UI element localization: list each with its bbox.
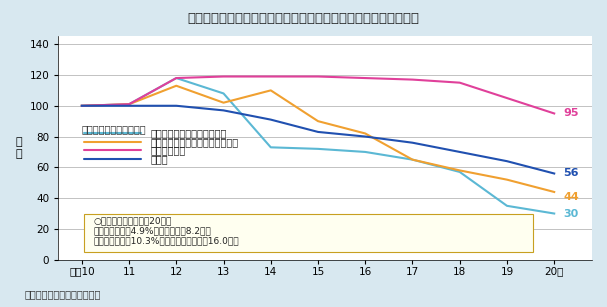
Text: ○死亡事故率の違い（20年）
飲酒運転　　　4.9%（飲酒なしの8.2倍）
最高速度違反　10.3%（法令違反別平均の16.0倍）: ○死亡事故率の違い（20年） 飲酒運転 4.9%（飲酒なしの8.2倍） 最高速度… — [93, 216, 239, 246]
FancyBboxPatch shape — [84, 214, 533, 252]
Text: 95: 95 — [564, 108, 579, 119]
Text: 死者数: 死者数 — [151, 154, 168, 164]
Text: 飲酒運転による交通事故件数: 飲酒運転による交通事故件数 — [151, 128, 226, 138]
Text: 交通事故件数: 交通事故件数 — [151, 146, 186, 155]
Text: 56: 56 — [564, 169, 579, 178]
Text: 注　警察庁資料により作成。: 注 警察庁資料により作成。 — [24, 289, 101, 299]
Y-axis label: 指
数: 指 数 — [15, 137, 22, 159]
Text: （平成１０年＝１００）: （平成１０年＝１００） — [82, 124, 146, 134]
Text: 30: 30 — [564, 208, 579, 219]
Text: 44: 44 — [564, 192, 580, 202]
Text: 飲酒運転・最高速度違反による交通事故件数及び死者数等の推移: 飲酒運転・最高速度違反による交通事故件数及び死者数等の推移 — [188, 12, 419, 25]
Text: 最高速度違反による交通事故件数: 最高速度違反による交通事故件数 — [151, 137, 239, 147]
